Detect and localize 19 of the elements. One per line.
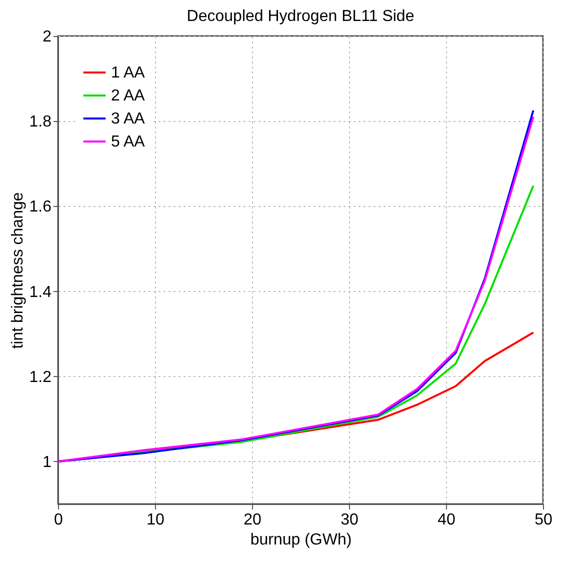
y-tick-label: 2 xyxy=(42,28,52,46)
y-tick-label: 1 xyxy=(42,454,52,471)
x-axis-title: burnup (GWh) xyxy=(250,532,352,548)
x-tick-label: 10 xyxy=(146,512,164,528)
y-tick-label: 1.2 xyxy=(29,368,52,386)
legend-label: 3 AA xyxy=(111,110,146,128)
legend-label: 2 AA xyxy=(111,88,146,104)
y-tick-label: 1.8 xyxy=(29,114,52,131)
legend-label: 1 AA xyxy=(111,64,146,82)
chart-title: Decoupled Hydrogen BL11 Side xyxy=(186,8,414,25)
x-tick-label: 50 xyxy=(534,512,552,528)
x-tick-label: 0 xyxy=(54,512,64,528)
y-axis-title: tint brightness change xyxy=(9,192,26,349)
y-tick-label: 1.4 xyxy=(29,284,52,301)
x-tick-label: 20 xyxy=(244,512,262,528)
x-tick-label: 30 xyxy=(340,512,358,528)
x-tick-label: 40 xyxy=(438,512,456,528)
legend-label: 5 AA xyxy=(111,134,146,150)
y-tick-label: 1.6 xyxy=(29,198,52,216)
